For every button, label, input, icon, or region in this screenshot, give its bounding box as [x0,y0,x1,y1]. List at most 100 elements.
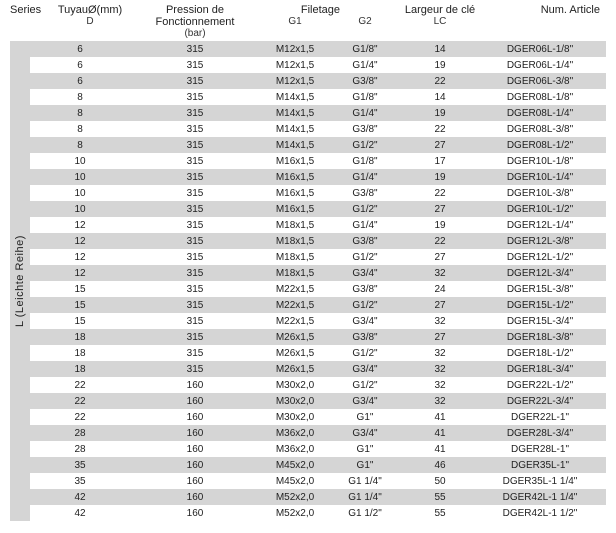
cell-article: DGER18L-3/4" [480,364,600,375]
table-row: 10315M16x1,5G1/8"17DGER10L-1/8" [30,153,606,169]
cell-diameter: 42 [30,492,130,503]
cell-g2: G1/2" [330,204,400,215]
cell-g2: G1/8" [330,92,400,103]
cell-pressure: 315 [130,220,260,231]
cell-g1: M52x2,0 [260,492,330,503]
header-p-sub: (bar) [130,28,260,39]
cell-article: DGER42L-1 1/2" [480,508,600,519]
cell-pressure: 315 [130,188,260,199]
cell-g2: G1/2" [330,252,400,263]
cell-g2: G3/4" [330,316,400,327]
cell-lc: 27 [400,252,480,263]
table-row: 6315M12x1,5G1/8"14DGER06L-1/8" [30,41,606,57]
cell-g2: G3/8" [330,124,400,135]
cell-diameter: 18 [30,348,130,359]
cell-g1: M18x1,5 [260,268,330,279]
cell-g1: M45x2,0 [260,476,330,487]
cell-pressure: 160 [130,428,260,439]
cell-lc: 46 [400,460,480,471]
cell-lc: 19 [400,60,480,71]
header-diameter: TuyauØ(mm) D [50,4,130,27]
cell-diameter: 22 [30,396,130,407]
cell-article: DGER18L-1/2" [480,348,600,359]
cell-g1: M26x1,5 [260,332,330,343]
cell-g1: M18x1,5 [260,220,330,231]
table-row: 15315M22x1,5G3/4"32DGER15L-3/4" [30,313,606,329]
cell-g2: G1/2" [330,380,400,391]
cell-lc: 50 [400,476,480,487]
cell-pressure: 315 [130,92,260,103]
cell-diameter: 12 [30,252,130,263]
cell-diameter: 10 [30,156,130,167]
cell-g1: M26x1,5 [260,364,330,375]
cell-article: DGER35L-1" [480,460,600,471]
cell-article: DGER10L-3/8" [480,188,600,199]
cell-lc: 19 [400,220,480,231]
header-lc-sub: LC [400,16,480,27]
cell-article: DGER35L-1 1/4" [480,476,600,487]
table-row: 35160M45x2,0G1 1/4"50DGER35L-1 1/4" [30,473,606,489]
table-wrapper: Series TuyauØ(mm) D Pression de Fonction… [0,0,616,531]
table-row: 18315M26x1,5G1/2"32DGER18L-1/2" [30,345,606,361]
header-thread-g1: Filetage G1 [260,4,330,27]
cell-diameter: 12 [30,236,130,247]
cell-g1: M16x1,5 [260,188,330,199]
cell-g1: M16x1,5 [260,172,330,183]
cell-article: DGER28L-3/4" [480,428,600,439]
cell-lc: 19 [400,108,480,119]
cell-g2: G3/4" [330,396,400,407]
header-d-top: TuyauØ(mm) [50,4,130,16]
cell-g2: G1/2" [330,300,400,311]
table-row: 12315M18x1,5G1/2"27DGER12L-1/2" [30,249,606,265]
table-row: 12315M18x1,5G1/4"19DGER12L-1/4" [30,217,606,233]
cell-g2: G1/2" [330,348,400,359]
cell-article: DGER22L-1/2" [480,380,600,391]
table-row: 18315M26x1,5G3/8"27DGER18L-3/8" [30,329,606,345]
header-p-top: Pression de Fonctionnement [130,4,260,28]
cell-g2: G3/8" [330,76,400,87]
cell-pressure: 315 [130,364,260,375]
cell-article: DGER06L-3/8" [480,76,600,87]
cell-pressure: 315 [130,348,260,359]
cell-g1: M18x1,5 [260,252,330,263]
cell-g2: G3/4" [330,268,400,279]
table-row: 42160M52x2,0G1 1/4"55DGER42L-1 1/4" [30,489,606,505]
cell-g1: M14x1,5 [260,124,330,135]
cell-lc: 22 [400,76,480,87]
cell-diameter: 42 [30,508,130,519]
cell-diameter: 10 [30,188,130,199]
cell-g1: M22x1,5 [260,300,330,311]
cell-lc: 32 [400,364,480,375]
cell-pressure: 315 [130,44,260,55]
cell-article: DGER15L-3/8" [480,284,600,295]
cell-g2: G3/8" [330,188,400,199]
cell-diameter: 15 [30,316,130,327]
table-row: 15315M22x1,5G1/2"27DGER15L-1/2" [30,297,606,313]
cell-g1: M52x2,0 [260,508,330,519]
cell-pressure: 315 [130,268,260,279]
cell-g2: G1/4" [330,108,400,119]
cell-lc: 41 [400,428,480,439]
cell-pressure: 315 [130,284,260,295]
cell-g1: M26x1,5 [260,348,330,359]
cell-pressure: 160 [130,380,260,391]
cell-g1: M22x1,5 [260,284,330,295]
cell-g1: M14x1,5 [260,92,330,103]
cell-pressure: 160 [130,476,260,487]
table-header: Series TuyauØ(mm) D Pression de Fonction… [10,0,606,41]
cell-lc: 27 [400,204,480,215]
table-row: 8315M14x1,5G1/2"27DGER08L-1/2" [30,137,606,153]
table-row: 8315M14x1,5G1/4"19DGER08L-1/4" [30,105,606,121]
cell-article: DGER22L-1" [480,412,600,423]
cell-g2: G3/8" [330,236,400,247]
cell-pressure: 315 [130,124,260,135]
cell-pressure: 315 [130,172,260,183]
cell-pressure: 160 [130,492,260,503]
table-row: 22160M30x2,0G1"41DGER22L-1" [30,409,606,425]
cell-diameter: 18 [30,364,130,375]
table-body: L (Leichte Reihe) 6315M12x1,5G1/8"14DGER… [10,41,606,521]
header-lc-top: Largeur de clé [400,4,480,16]
header-pressure: Pression de Fonctionnement (bar) [130,4,260,39]
header-thread-g2: G2 [330,4,400,27]
cell-pressure: 315 [130,60,260,71]
